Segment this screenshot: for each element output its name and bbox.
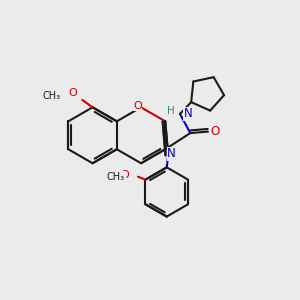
- Text: O: O: [211, 125, 220, 138]
- Text: O: O: [133, 101, 142, 111]
- Text: CH₃: CH₃: [107, 172, 125, 182]
- Text: H: H: [167, 106, 175, 116]
- Text: O: O: [68, 88, 77, 98]
- Text: N: N: [167, 147, 176, 160]
- Text: CH₃: CH₃: [43, 92, 61, 101]
- Text: O: O: [121, 170, 129, 180]
- Text: N: N: [184, 107, 192, 120]
